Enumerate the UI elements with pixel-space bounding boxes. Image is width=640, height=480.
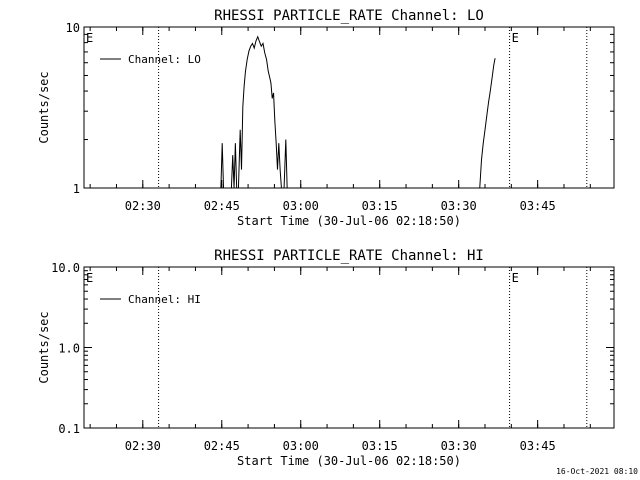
timestamp: 16-Oct-2021 08:10 [556,467,638,476]
y-axis-label: Counts/sec [37,311,51,383]
y-tick-label: 1 [73,182,80,196]
y-tick-label: 1.0 [58,342,80,356]
plot-frame [83,26,615,189]
event-marker-label: E [86,271,93,285]
x-tick-label: 03:00 [283,199,319,213]
x-axis-label: Start Time (30-Jul-06 02:18:50) [237,214,461,228]
event-marker-label: E [512,271,519,285]
panel-hi: RHESSI PARTICLE_RATE Channel: HI Counts/s… [37,248,615,468]
x-tick-label: 03:30 [441,199,477,213]
x-tick-label: 03:15 [362,439,398,453]
x-tick-label: 02:30 [125,439,161,453]
panel-lo: RHESSI PARTICLE_RATE Channel: LO Counts/s… [37,8,615,228]
series-line [479,58,496,189]
x-tick-label: 03:30 [441,439,477,453]
event-marker-label: E [86,31,93,45]
x-axis-label: Start Time (30-Jul-06 02:18:50) [237,454,461,468]
x-tick-label: 03:00 [283,439,319,453]
x-tick-label: 03:15 [362,199,398,213]
series-line [220,143,225,189]
chart-title: RHESSI PARTICLE_RATE Channel: HI [214,248,484,264]
plot-frame [83,266,615,429]
series-line [230,143,238,189]
x-tick-label: 03:45 [520,199,556,213]
x-tick-label: 02:45 [204,199,240,213]
legend-label: Channel: HI [128,293,201,306]
series-line [283,139,288,189]
y-tick-label: 0.1 [58,422,80,436]
x-tick-label: 03:45 [520,439,556,453]
series-line [237,35,282,189]
y-tick-label: 10.0 [51,261,80,275]
y-axis-label: Counts/sec [37,71,51,143]
x-tick-label: 02:30 [125,199,161,213]
legend-label: Channel: LO [128,53,201,66]
x-tick-label: 02:45 [204,439,240,453]
y-tick-label: 10 [66,21,80,35]
event-marker-label: E [512,31,519,45]
chart-title: RHESSI PARTICLE_RATE Channel: LO [214,8,484,24]
